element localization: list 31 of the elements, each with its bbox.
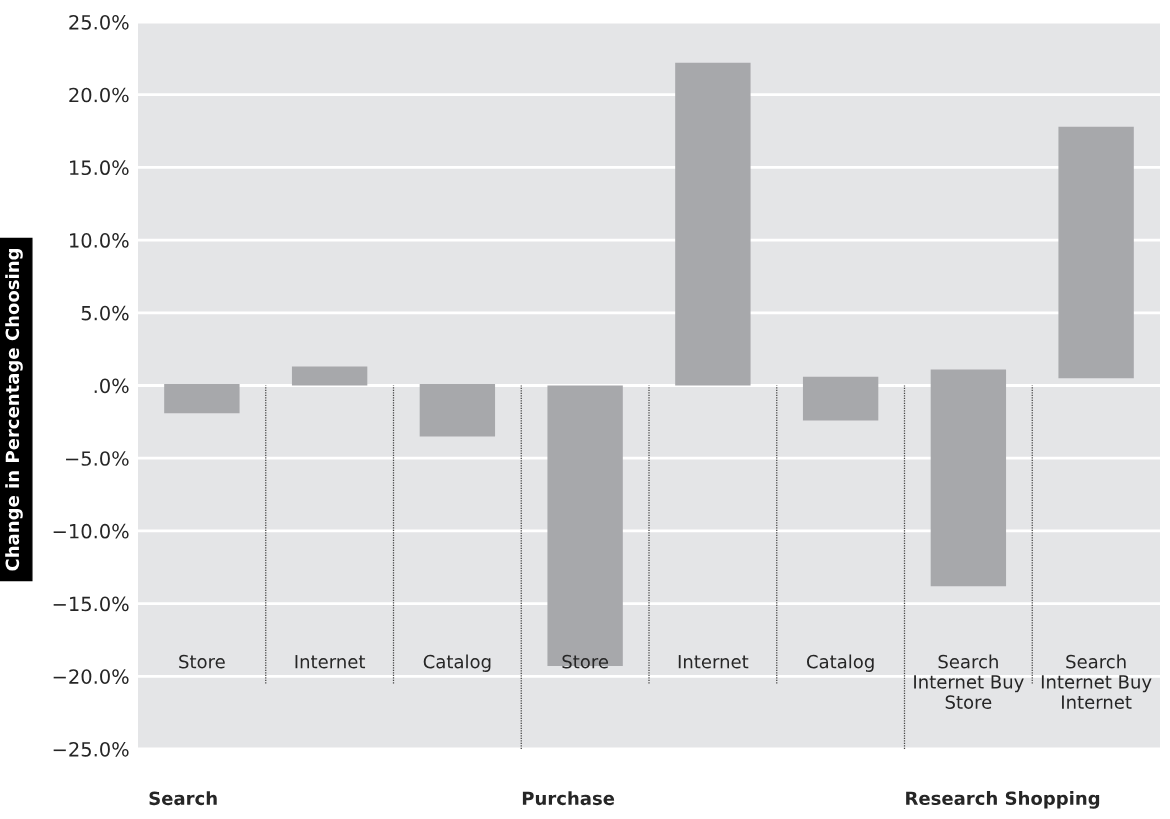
text: Search <box>149 791 217 806</box>
x-tick-label: Search Internet Buy Internet <box>1041 654 1152 709</box>
y-tick-label: 5.0% <box>81 305 129 321</box>
y-tick-label: −25.0% <box>53 741 129 757</box>
bar <box>802 376 879 421</box>
x-tick-label: Catalog <box>423 654 491 672</box>
bar <box>675 62 751 386</box>
bar <box>164 384 240 414</box>
x-tick-label: Catalog <box>806 654 874 672</box>
text: Research Shopping <box>906 791 1100 809</box>
x-tick-label: Store <box>562 654 609 669</box>
x-tick-label: Store <box>179 654 225 669</box>
bar <box>547 385 623 667</box>
x-tick-label: Search Internet Buy Store <box>914 654 1024 709</box>
x-tick-label: Internet <box>678 655 749 669</box>
bar <box>291 366 368 386</box>
x-tick-label: Internet <box>295 655 366 669</box>
y-tick-label: 25.0% <box>69 14 129 30</box>
y-tick-label: .0% <box>94 378 129 394</box>
text: Purchase <box>522 791 615 806</box>
y-tick-label: 20.0% <box>69 87 129 103</box>
bar <box>930 369 1007 587</box>
y-tick-label: −10.0% <box>53 523 129 539</box>
bar <box>1058 126 1134 379</box>
y-tick-label: 10.0% <box>70 233 129 248</box>
y-axis-title: Change in Percentage Choosing <box>5 249 23 571</box>
bar <box>419 384 496 437</box>
y-tick-label: −5.0% <box>66 451 129 466</box>
y-tick-label: −15.0% <box>53 596 129 612</box>
y-tick-label: −20.0% <box>53 669 129 684</box>
y-tick-label: 15.0% <box>70 160 129 176</box>
